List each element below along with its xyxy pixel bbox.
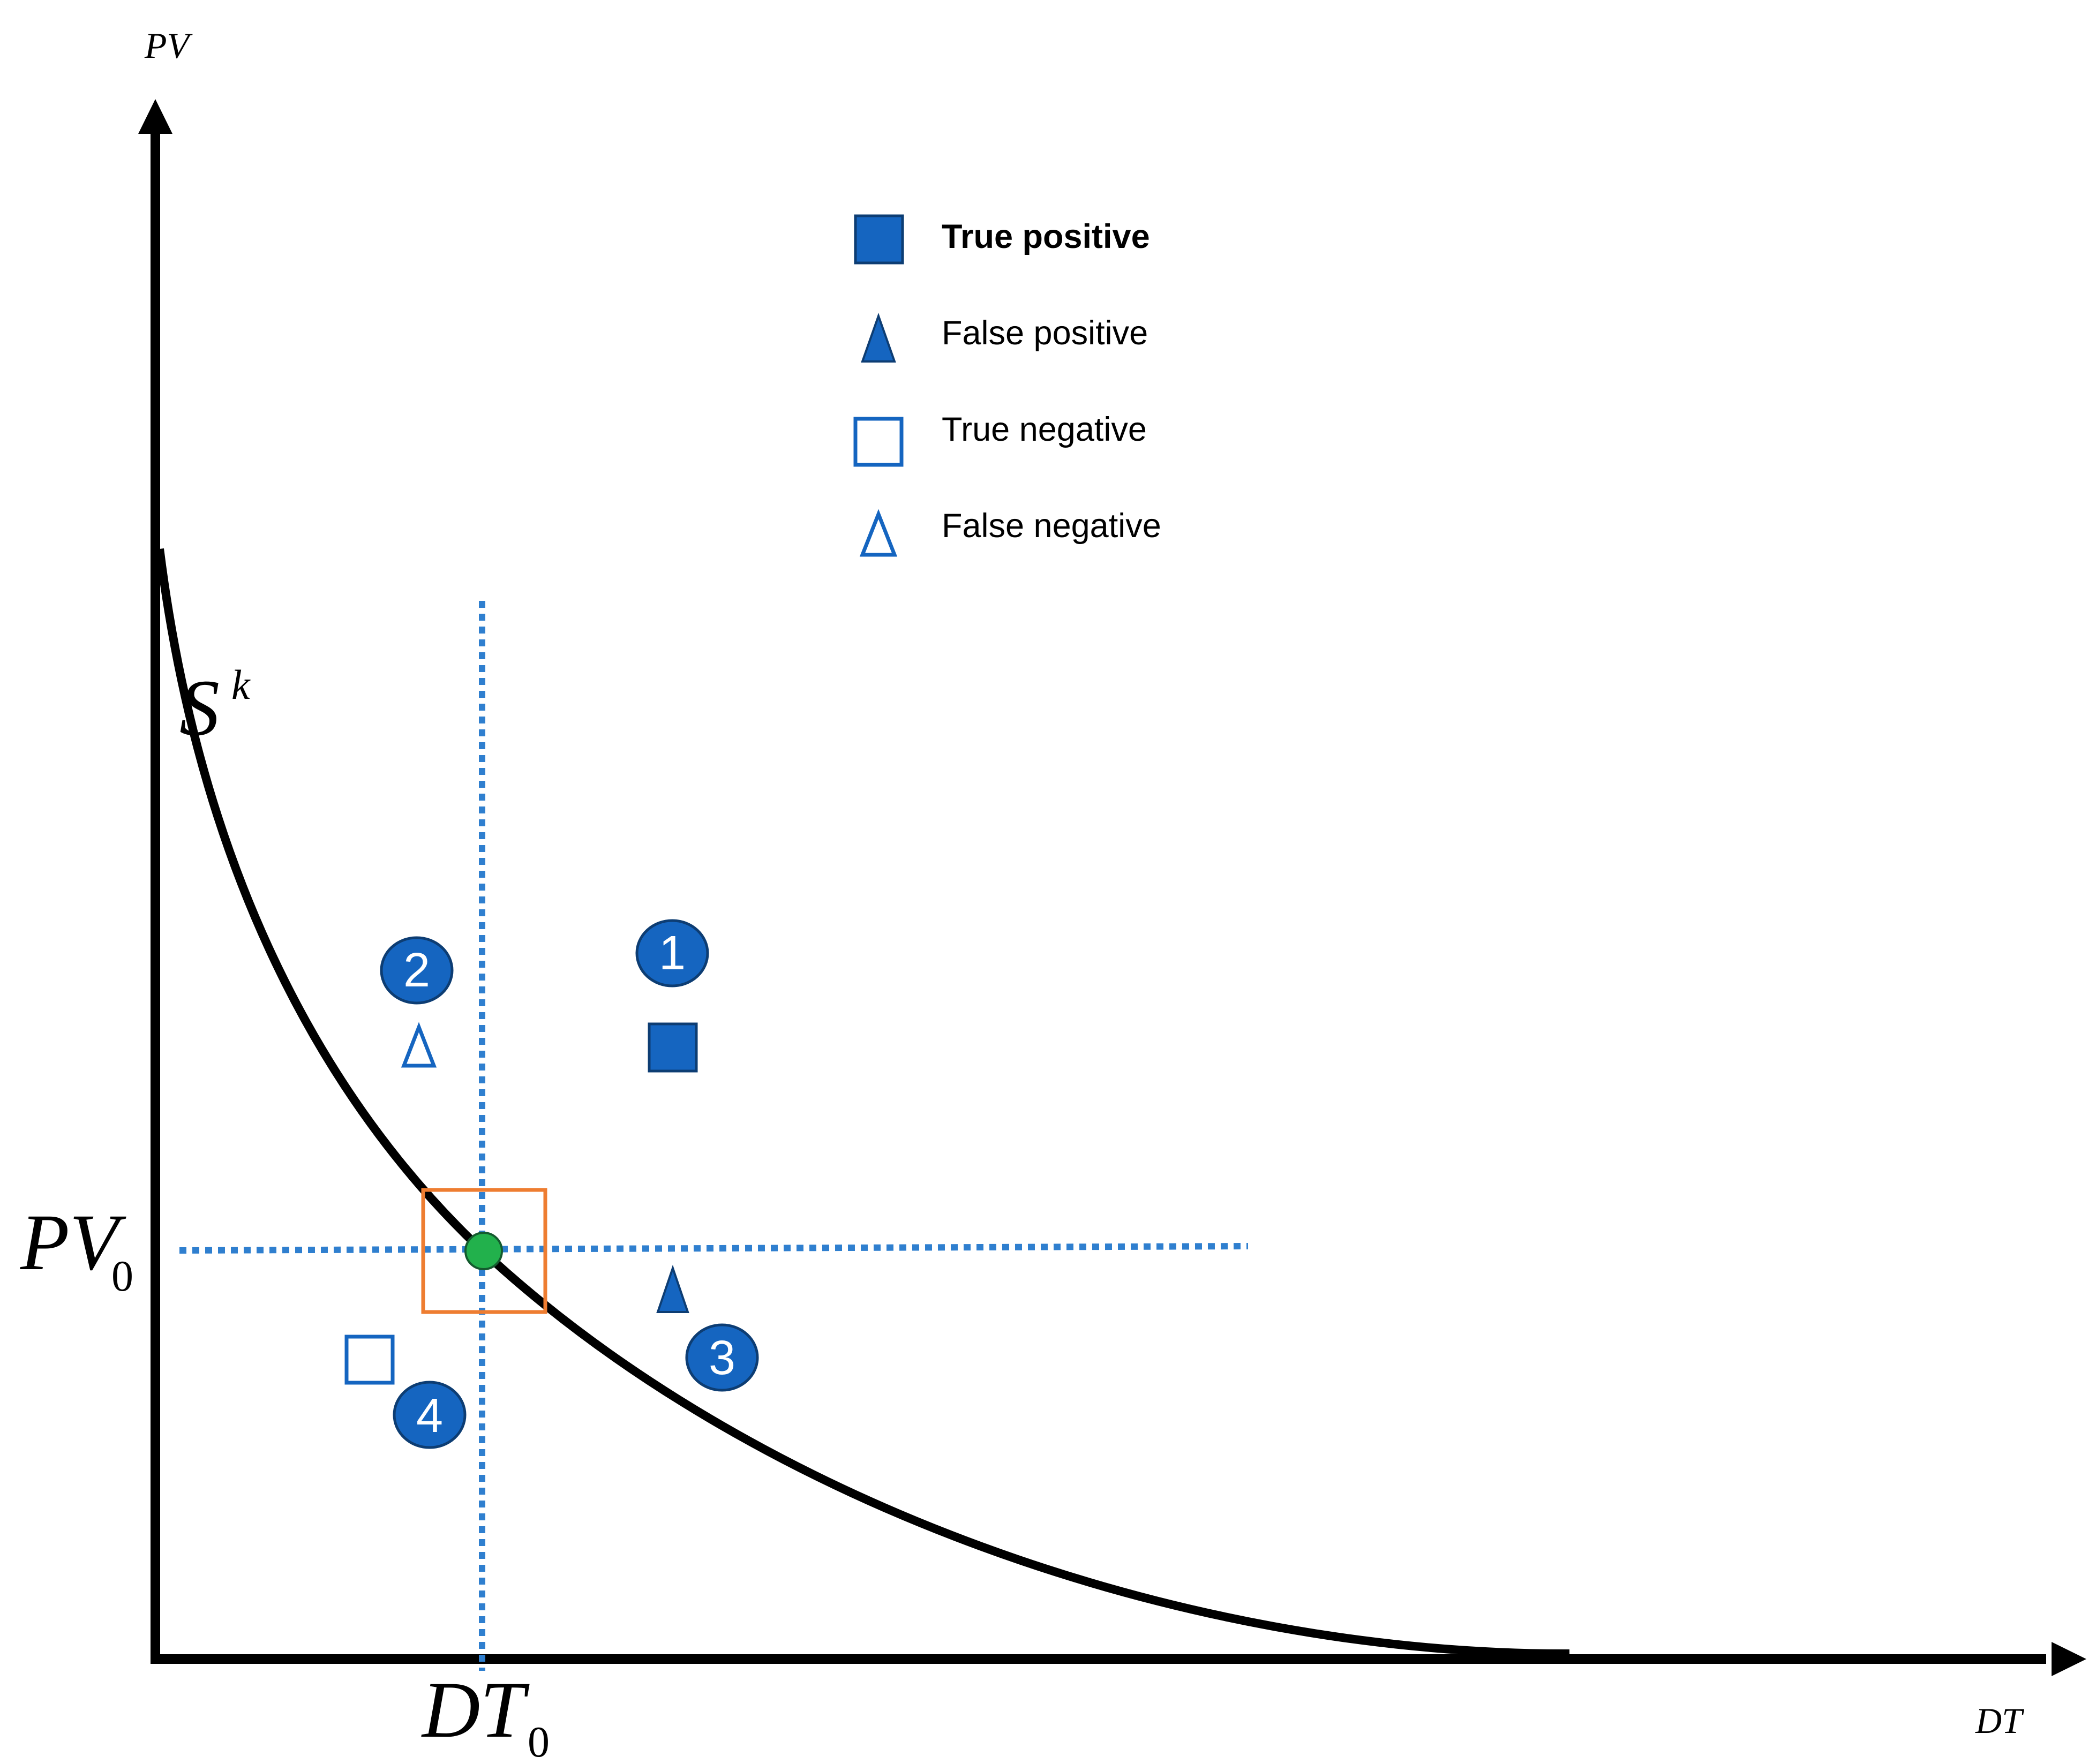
legend-false-negative-label: False negative [942, 507, 1161, 545]
legend-false-positive-marker [861, 312, 896, 363]
legend-false-negative-marker [859, 509, 898, 557]
badge-1-number: 1 [659, 926, 686, 980]
threshold-box [421, 1188, 547, 1314]
pv0-subscript: 0 [111, 1252, 133, 1300]
curve-label: S [179, 664, 220, 752]
x-axis-arrowhead [2052, 1642, 2086, 1676]
dt0-subscript: 0 [528, 1717, 550, 1764]
false-negative-marker [401, 1022, 437, 1068]
badge-2: 2 [380, 936, 454, 1005]
true-negative-marker [344, 1335, 395, 1385]
legend-true-positive-label: True positive [942, 218, 1150, 255]
badge-2-number: 2 [403, 944, 430, 997]
legend: True positive False positive True negati… [853, 214, 1161, 557]
y-axis-arrowhead [138, 99, 172, 134]
false-positive-marker [656, 1264, 689, 1313]
legend-false-positive-label: False positive [942, 314, 1148, 352]
legend-true-negative-label: True negative [942, 411, 1147, 448]
true-positive-marker [648, 1022, 698, 1073]
legend-true-positive-marker [854, 214, 904, 265]
curve-label-superscript: k [231, 661, 251, 708]
badge-3: 3 [685, 1323, 759, 1392]
badge-4: 4 [393, 1381, 467, 1449]
sk-curve [155, 548, 1570, 1659]
pv0-label: PV [20, 1198, 127, 1287]
legend-true-negative-marker [853, 417, 904, 467]
y-axis-label: PV [144, 25, 193, 66]
dt0-label: DT [421, 1665, 530, 1754]
x-axis-label: DT [1975, 1700, 2024, 1741]
badge-4-number: 4 [416, 1389, 443, 1443]
badge-1: 1 [635, 919, 709, 987]
badge-3-number: 3 [709, 1331, 735, 1385]
threshold-point [464, 1232, 503, 1270]
pv0-dotted-line [179, 1243, 1249, 1254]
